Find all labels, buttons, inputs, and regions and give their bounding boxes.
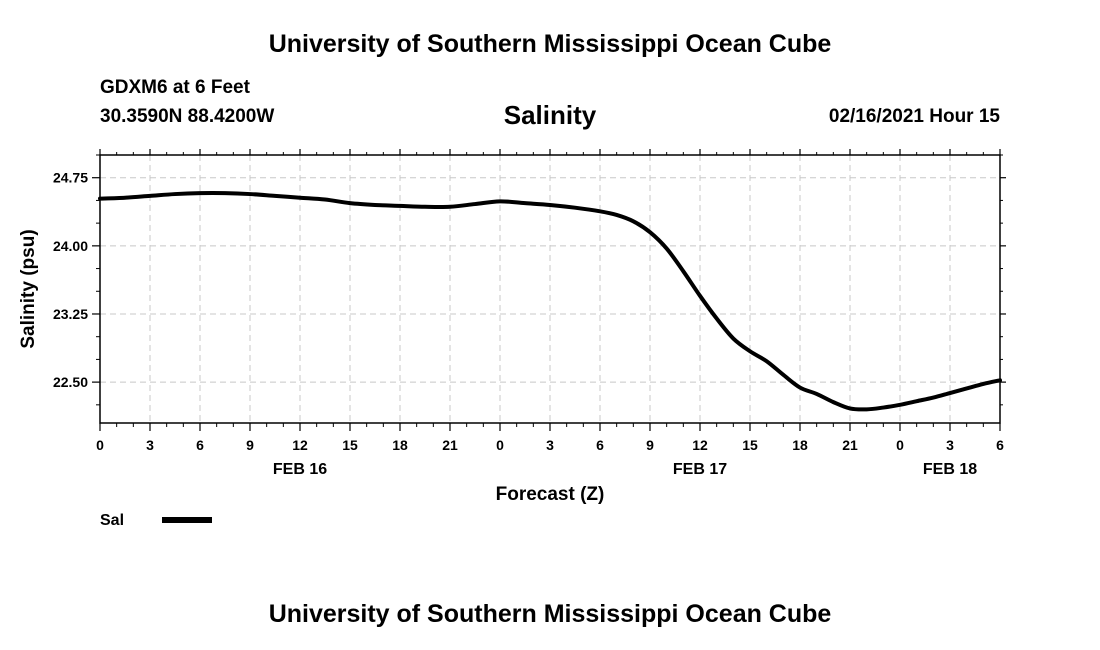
x-tick-label: 3 bbox=[946, 437, 954, 453]
x-tick-label: 3 bbox=[146, 437, 154, 453]
y-axis-title: Salinity (psu) bbox=[18, 229, 39, 348]
x-tick-label: 0 bbox=[496, 437, 504, 453]
station-name: GDXM6 at 6 Feet bbox=[100, 77, 250, 98]
x-tick-label: 18 bbox=[392, 437, 408, 453]
station-coords: 30.3590N 88.4200W bbox=[100, 106, 275, 127]
date-label: FEB 17 bbox=[673, 461, 727, 478]
chart-datetime: 02/16/2021 Hour 15 bbox=[828, 106, 1000, 127]
x-tick-label: 0 bbox=[896, 437, 904, 453]
grid-lines bbox=[100, 155, 1000, 423]
x-tick-label: 9 bbox=[246, 437, 254, 453]
series-layer bbox=[98, 191, 1002, 412]
top-title: University of Southern Mississippi Ocean… bbox=[268, 30, 832, 58]
series-line-sal bbox=[98, 191, 1002, 412]
x-tick-label: 3 bbox=[546, 437, 554, 453]
y-tick-label: 24.00 bbox=[53, 238, 88, 254]
x-tick-label: 18 bbox=[792, 437, 808, 453]
x-tick-label: 12 bbox=[692, 437, 708, 453]
x-tick-label: 6 bbox=[996, 437, 1004, 453]
x-tick-label: 15 bbox=[742, 437, 758, 453]
x-axis-title: Forecast (Z) bbox=[496, 484, 605, 505]
bottom-title: University of Southern Mississippi Ocean… bbox=[268, 600, 832, 628]
date-label: FEB 16 bbox=[273, 461, 327, 478]
x-tick-label: 12 bbox=[292, 437, 308, 453]
date-label: FEB 18 bbox=[923, 461, 977, 478]
y-tick-label: 24.75 bbox=[53, 170, 88, 186]
chart-title: Salinity bbox=[503, 100, 597, 130]
x-tick-label: 6 bbox=[196, 437, 204, 453]
x-tick-label: 21 bbox=[442, 437, 458, 453]
x-tick-label: 15 bbox=[342, 437, 358, 453]
y-tick-label: 22.50 bbox=[53, 374, 88, 390]
y-tick-label: 23.25 bbox=[53, 306, 88, 322]
x-tick-label: 0 bbox=[96, 437, 104, 453]
plot-frame bbox=[99, 154, 1001, 424]
x-tick-label: 9 bbox=[646, 437, 654, 453]
legend: Sal bbox=[100, 512, 212, 529]
axis-labels: 0 3 6 9 12 15 18 21 0 3 6 9 12 15 18 21 0 3 6 FEB 16 FEB 17 F… bbox=[53, 170, 1004, 478]
x-tick-label: 21 bbox=[842, 437, 858, 453]
x-tick-label: 6 bbox=[596, 437, 604, 453]
legend-label-sal: Sal bbox=[100, 512, 124, 529]
